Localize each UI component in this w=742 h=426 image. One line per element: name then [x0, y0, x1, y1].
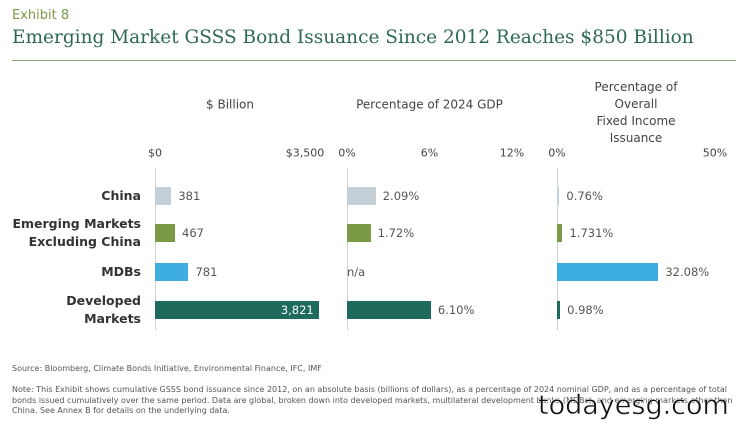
x-tick-label: 0%: [338, 146, 356, 160]
category-label: Emerging Markets Excluding China: [12, 216, 141, 249]
bar: [557, 301, 561, 319]
x-tick-label: 12%: [499, 146, 525, 160]
bar: [557, 263, 659, 281]
value-label: 0.76%: [566, 189, 603, 203]
value-label: 0.98%: [567, 303, 604, 317]
value-label: 381: [178, 189, 201, 203]
bar: [557, 224, 563, 242]
x-tick-label: $0: [148, 146, 162, 160]
value-label: 781: [195, 265, 218, 279]
bar: [347, 187, 376, 205]
x-tick-label: 0%: [548, 146, 566, 160]
value-label: 3,821: [280, 303, 314, 317]
category-label: China: [101, 188, 141, 203]
x-tick-label: 6%: [420, 146, 439, 160]
x-tick-label: $3,500: [285, 146, 325, 160]
bar: [155, 263, 189, 281]
bar: [155, 224, 175, 242]
bar: [155, 187, 172, 205]
value-label: 6.10%: [437, 303, 475, 317]
exhibit-label: Exhibit 8: [12, 8, 70, 23]
axis-line: [154, 168, 156, 330]
value-label: n/a: [347, 265, 366, 279]
source: Source: Bloomberg, Climate Bonds Initiat…: [12, 364, 322, 373]
value-label: 2.09%: [382, 189, 420, 203]
axis-line: [346, 168, 348, 330]
watermark: todayesg.com: [538, 390, 729, 422]
value-label: 1.72%: [377, 226, 415, 240]
bar: [155, 301, 319, 319]
title-rule: [12, 60, 736, 61]
note: Note: This Exhibit shows cumulative GSSS…: [12, 385, 733, 415]
panel-title: Percentage of 2024 GDP: [356, 97, 503, 112]
value-label: 1.731%: [569, 226, 614, 240]
bar: [347, 224, 371, 242]
chart-title: Emerging Market GSSS Bond Issuance Since…: [12, 27, 694, 48]
bar: [347, 301, 431, 319]
value-label: 32.08%: [665, 265, 710, 279]
panel-title: $ Billion: [206, 97, 254, 112]
panel-title: Percentage of Overall Fixed Income Issua…: [594, 80, 678, 145]
value-label: 467: [182, 226, 204, 240]
x-tick-label: 50%: [702, 146, 728, 160]
bar: [557, 187, 560, 205]
category-label: Developed Markets: [66, 293, 141, 326]
axis-line: [556, 168, 558, 330]
category-label: MDBs: [101, 264, 141, 279]
